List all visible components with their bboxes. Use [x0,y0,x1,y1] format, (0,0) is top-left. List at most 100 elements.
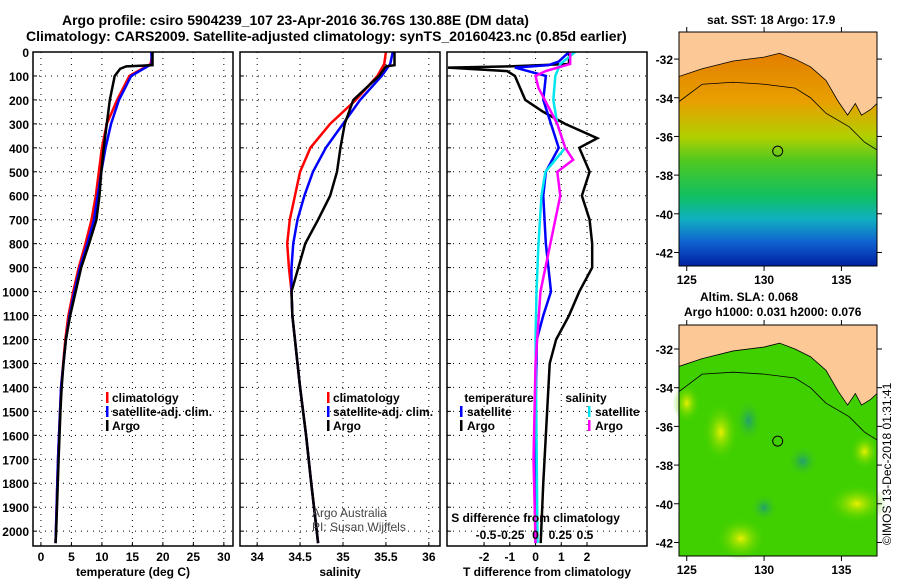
legend-label: satellite-adj. clim. [333,405,433,419]
legend-label: Argo [595,419,623,433]
lat-tick-label: -38 [656,459,674,473]
land-mass [678,31,878,116]
depth-tick-label: 0 [22,46,29,60]
shelf-contour [678,81,878,151]
x-tick-label: -1 [504,550,515,564]
legend-label: satellite [467,405,512,419]
x-tick-label: 10 [95,550,109,564]
legend-swatch [106,392,109,403]
legend-swatch [327,392,330,403]
lon-tick-label: 125 [677,273,697,287]
depth-tick-label: 1900 [2,501,29,515]
depth-tick-label: 500 [9,166,29,180]
x-tick-label: 1 [558,550,565,564]
depth-tick-label: 1400 [2,381,29,395]
legend-swatch [106,406,109,417]
credit-text: PI: Susan Wijffels [312,520,406,534]
depth-tick-label: 2000 [2,525,29,539]
lon-tick-label: 130 [754,273,774,287]
x-tick-label: 25 [187,550,201,564]
depth-tick-label: 1600 [2,429,29,443]
series-climatology [285,51,388,544]
sst-map-title: sat. SST: 18 Argo: 17.9 [707,13,836,27]
legend-label: climatology [333,391,400,405]
s-tick-label: 0.5 [577,528,594,542]
x-axis-label: temperature (deg C) [76,565,190,579]
depth-tick-label: 700 [9,214,29,228]
series-s-satellite [534,51,576,544]
legend-heading-temperature: temperature [464,391,534,405]
depth-tick-label: 900 [9,262,29,276]
depth-tick-label: 1300 [2,357,29,371]
sla-map-title: Altim. SLA: 0.068 [700,290,799,304]
panel-frame [32,51,234,547]
sla-anomaly-blob [849,433,880,470]
map-frame [678,324,878,557]
x-tick-label: 15 [126,550,140,564]
x-axis-label: T difference from climatology [463,565,631,579]
legend-label: Argo [112,419,140,433]
legend-swatch [588,420,591,431]
legend-swatch [460,406,463,417]
lat-tick-label: -40 [656,498,674,512]
map-frame [678,31,878,267]
depth-tick-label: 800 [9,238,29,252]
s-tick-label: 0.25 [549,528,573,542]
depth-tick-label: 400 [9,142,29,156]
x-tick-label: -2 [479,550,490,564]
x-tick-label: 2 [584,550,591,564]
legend-swatch [327,406,330,417]
series-t-argo [447,52,601,544]
sla-anomaly-blob [734,398,763,443]
argo-position-marker [772,145,784,157]
depth-tick-label: 1000 [2,286,29,300]
lon-tick-label: 135 [831,563,851,577]
x-tick-label: 36 [422,550,436,564]
series-climatology [54,51,154,544]
sla-map-subtitle: Argo h1000: 0.031 h2000: 0.076 [684,305,862,319]
lat-tick-label: -32 [656,53,674,67]
title-line-2: Climatology: CARS2009. Satellite-adjuste… [26,28,627,44]
credit-text: Argo Australia [312,506,387,520]
depth-tick-label: 300 [9,118,29,132]
lon-tick-label: 125 [677,563,697,577]
series-satellite-adj--clim- [290,51,395,544]
depth-tick-label: 1100 [3,310,29,324]
s-tick-label: -0.5 [476,528,497,542]
x-tick-label: 0 [532,550,539,564]
panel-salinity: 34 34.5 35 35.5 36 salinity climatologysatelli… [239,51,441,579]
x-tick-label: 34 [250,550,264,564]
lon-tick-label: 135 [831,273,851,287]
x-tick-label: 5 [68,550,75,564]
depth-tick-label: 1200 [2,333,29,347]
x-tick-label: 35.5 [374,550,398,564]
land-mass [678,324,878,406]
lon-tick-label: 130 [754,563,774,577]
legend-label: satellite [595,405,640,419]
imos-timestamp: ©IMOS 13-Dec-2018 01:31:41 [880,382,894,545]
sla-anomaly-blob [786,445,819,478]
sla-anomaly-blob [702,402,739,463]
sst-map: 125 130 135 -32 -34 -36 -38 -40 -42 [656,27,882,287]
panel-frame [446,51,648,547]
legend-label: Argo [333,419,361,433]
lat-tick-label: -32 [656,343,674,357]
sla-map: 125 130 135 -32 -34 -36 -38 -40 -42 [656,320,887,577]
s-tick-label: -0.25 [497,528,525,542]
title-line-1: Argo profile: csiro 5904239_107 23-Apr-2… [62,12,529,28]
depth-tick-label: 600 [9,190,29,204]
series-t-satellite [514,51,570,544]
legend-label: climatology [112,391,179,405]
s-tick-label: 0 [532,528,539,542]
x-tick-label: 20 [156,550,170,564]
series-satellite-adj--clim- [54,51,154,544]
sla-anomaly-blob [672,383,701,424]
panel-frame [239,51,441,547]
sla-anomaly-blob [750,493,779,522]
legend-heading-salinity: salinity [565,391,607,405]
x-tick-label: 34.5 [288,550,312,564]
legend-label: satellite-adj. clim. [112,405,212,419]
depth-tick-label: 1500 [2,405,29,419]
